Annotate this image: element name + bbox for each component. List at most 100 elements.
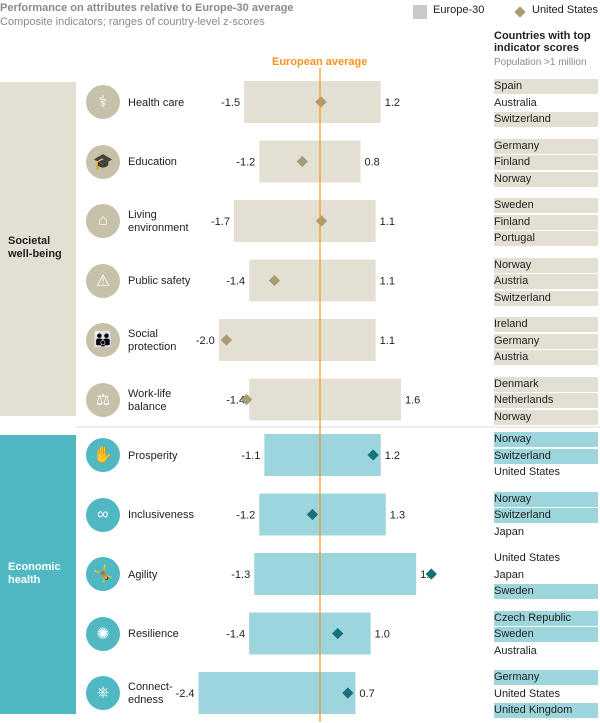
top-country: Austria	[494, 274, 598, 289]
us-marker	[240, 393, 253, 406]
top-country: United States	[494, 687, 561, 700]
range-max-label: 1.2	[385, 450, 400, 462]
chart-subtitle: Composite indicators; ranges of country-…	[0, 16, 265, 28]
attribute-label: Resilience	[128, 628, 179, 641]
top-country: Switzerland	[494, 290, 598, 306]
range-bar	[254, 553, 417, 595]
top-country: Germany	[494, 138, 598, 154]
attribute-label: Work-life balance	[128, 388, 171, 414]
range-min-label: -1.2	[236, 510, 255, 522]
top-country: United States	[494, 552, 561, 564]
range-max-label: 1.1	[380, 335, 395, 347]
range-min-label: -1.3	[231, 569, 250, 581]
attribute-label-line: Connect-	[128, 681, 173, 693]
range-min-label: -1.4	[226, 395, 245, 407]
top-country: Ireland	[494, 317, 598, 332]
attribute-label: Social protection	[128, 328, 176, 354]
attribute-label-line: Resilience	[128, 628, 179, 640]
top-country: Norway	[494, 257, 598, 273]
attribute-label: Inclusiveness	[128, 509, 194, 522]
top-country: Japan	[494, 525, 524, 538]
us-marker	[220, 334, 233, 346]
top-country: Denmark	[494, 376, 598, 392]
range-bar	[259, 493, 386, 536]
top-country: Switzerland	[494, 448, 598, 464]
top-country: Netherlands	[494, 393, 598, 408]
range-bar	[198, 672, 356, 714]
warning-icon: ⚠	[86, 263, 120, 298]
network-wheel-icon: ⎈	[86, 676, 120, 710]
top-countries-subheader: Population >1 million	[494, 57, 587, 68]
group-label-line: well-being	[8, 248, 62, 260]
range-bar	[264, 434, 381, 476]
top-country: Spain	[494, 79, 598, 94]
top-country: Norway	[494, 491, 598, 507]
top-country: Germany	[494, 333, 598, 349]
top-country: Czech Republic	[494, 610, 598, 626]
group-label-economic: Economic health	[8, 561, 61, 587]
range-bar	[233, 200, 376, 242]
group-band-economic	[0, 435, 76, 714]
range-min-label: -1.1	[241, 450, 260, 462]
range-min-label: -1.5	[221, 97, 240, 109]
top-country: Australia	[494, 96, 537, 109]
us-marker	[296, 155, 308, 168]
attribute-label-line: edness	[128, 694, 164, 706]
attribute-label: Living environment	[128, 209, 189, 235]
top-country: Sweden	[494, 627, 598, 642]
range-min-label: -1.4	[226, 629, 245, 641]
range-max-label: 1.1	[380, 216, 395, 228]
range-bar	[249, 259, 376, 302]
top-country: Finland	[494, 214, 598, 230]
family-icon: 👪	[86, 323, 120, 357]
range-min-label: -1.4	[226, 276, 245, 288]
top-country: Finland	[494, 155, 598, 170]
attribute-label-line: Education	[128, 156, 177, 168]
attribute-label: Agility	[128, 569, 157, 582]
us-marker	[342, 687, 354, 699]
range-min-label: -1.2	[236, 157, 255, 169]
top-country: Switzerland	[494, 508, 598, 523]
attribute-label-line: Inclusiveness	[128, 509, 195, 521]
group-label-line: health	[8, 573, 41, 586]
attribute-label: Connect-edness	[128, 681, 173, 707]
range-max-label: 1.1	[380, 276, 395, 288]
hand-money-icon: ✋	[86, 438, 120, 472]
top-country: Australia	[494, 644, 537, 657]
top-countries-header: Countries with top indicator scores	[494, 30, 591, 54]
range-bar	[249, 612, 371, 655]
attribute-label-line: protection	[128, 341, 177, 353]
us-marker	[268, 274, 281, 287]
scales-icon: ⚖	[86, 382, 120, 417]
range-max-label: 1.0	[375, 629, 390, 641]
top-country: Norway	[494, 432, 598, 447]
attribute-label-line: environment	[128, 222, 189, 234]
range-bar	[218, 319, 376, 361]
infinity-icon: ∞	[86, 497, 120, 532]
caduceus-icon: ⚕	[86, 85, 120, 119]
attribute-label-line: Living	[128, 209, 157, 221]
top-country: Japan	[494, 568, 524, 581]
range-min-label: -1.7	[211, 216, 230, 228]
legend-us-label: United States	[532, 4, 599, 16]
top-country: Norway	[494, 409, 598, 425]
range-bar	[259, 140, 361, 183]
top-country: United Kingdom	[494, 703, 598, 718]
attribute-label-line: balance	[128, 400, 167, 413]
chart-title: Performance on attributes relative to Eu…	[0, 2, 294, 14]
attribute-label: Public safety	[128, 275, 190, 288]
group-label-societal: Societal well-being	[8, 235, 62, 261]
group-label-line: Societal	[8, 235, 51, 247]
attribute-label: Education	[128, 156, 177, 169]
reference-line-label: European average	[272, 56, 368, 68]
group-label-line: Economic	[8, 560, 61, 573]
top-country: Germany	[494, 670, 598, 685]
resilience-icon: ✺	[86, 616, 120, 651]
range-min-label: -2.4	[176, 688, 195, 700]
legend-europe-swatch	[413, 5, 427, 19]
top-country: United States	[494, 466, 561, 478]
us-marker	[425, 568, 437, 580]
group-band-societal	[0, 82, 76, 416]
attribute-label-line: Social	[128, 328, 158, 340]
